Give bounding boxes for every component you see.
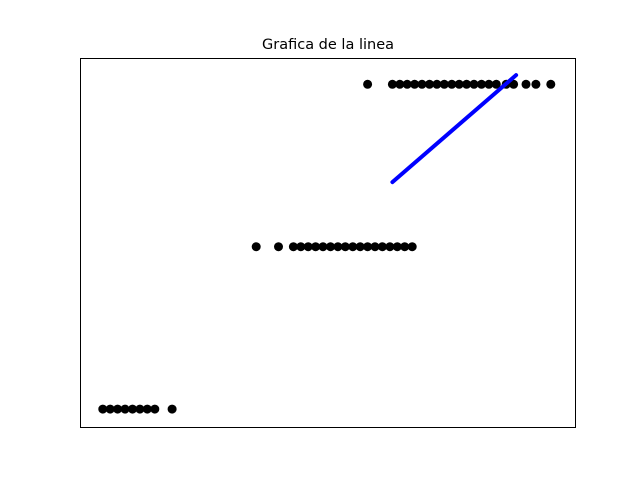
data-point xyxy=(303,242,313,252)
data-point xyxy=(98,404,108,414)
data-point xyxy=(410,79,420,89)
data-point xyxy=(425,79,434,89)
data-point xyxy=(469,79,479,89)
data-point xyxy=(521,79,531,89)
data-point xyxy=(400,242,410,252)
data-point xyxy=(363,79,373,89)
data-point xyxy=(509,79,519,89)
data-point xyxy=(395,79,405,89)
data-point xyxy=(318,242,328,252)
data-point xyxy=(113,404,123,414)
data-point xyxy=(333,242,343,252)
data-point xyxy=(477,79,486,89)
data-point xyxy=(326,242,335,252)
data-point xyxy=(385,242,395,252)
data-point xyxy=(142,404,152,414)
chart-title: Grafica de la linea xyxy=(262,37,394,53)
data-point xyxy=(370,242,380,252)
data-point xyxy=(288,242,298,252)
data-point xyxy=(120,404,130,414)
data-point xyxy=(150,404,160,414)
data-point xyxy=(439,79,449,89)
data-point xyxy=(531,79,541,89)
data-point xyxy=(392,242,402,252)
data-point xyxy=(135,404,145,414)
data-point xyxy=(251,242,261,252)
data-point xyxy=(167,404,177,414)
data-point xyxy=(387,79,397,89)
chart-marks xyxy=(98,73,556,414)
data-point xyxy=(432,79,442,89)
data-point xyxy=(407,242,417,252)
data-point xyxy=(454,79,464,89)
data-point xyxy=(311,242,321,252)
data-point xyxy=(402,79,412,89)
data-point xyxy=(296,242,306,252)
data-point xyxy=(105,404,115,414)
data-point xyxy=(417,79,427,89)
fit-line xyxy=(390,73,519,185)
data-point xyxy=(128,404,137,414)
data-point xyxy=(484,79,494,89)
data-point xyxy=(447,79,457,89)
data-point xyxy=(348,242,358,252)
data-point xyxy=(491,79,501,89)
data-point xyxy=(546,79,556,89)
data-point xyxy=(462,79,472,89)
data-point xyxy=(340,242,350,252)
data-point xyxy=(363,242,373,252)
data-point xyxy=(274,242,283,252)
data-point xyxy=(377,242,387,252)
data-point xyxy=(355,242,365,252)
